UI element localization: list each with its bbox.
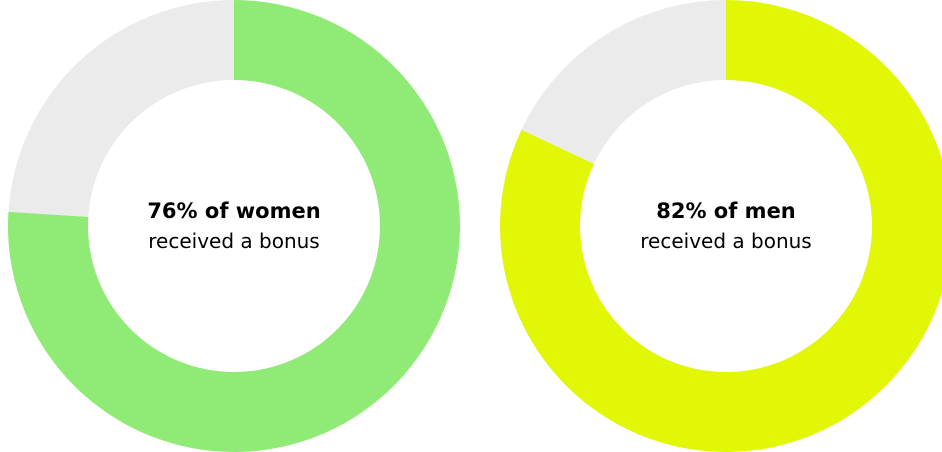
women-remainder-slice — [8, 0, 235, 217]
men-center-label: 82% of men received a bonus — [596, 196, 856, 256]
men-subline: received a bonus — [640, 229, 812, 253]
women-center-label: 76% of women received a bonus — [104, 196, 364, 256]
men-headline: 82% of men — [656, 199, 796, 223]
women-donut-chart — [8, 0, 460, 452]
men-remainder-slice — [521, 0, 726, 164]
women-value-slice — [8, 0, 460, 452]
men-donut-chart — [500, 0, 942, 452]
women-subline: received a bonus — [148, 229, 320, 253]
women-headline: 76% of women — [147, 199, 321, 223]
men-value-slice — [500, 0, 942, 452]
